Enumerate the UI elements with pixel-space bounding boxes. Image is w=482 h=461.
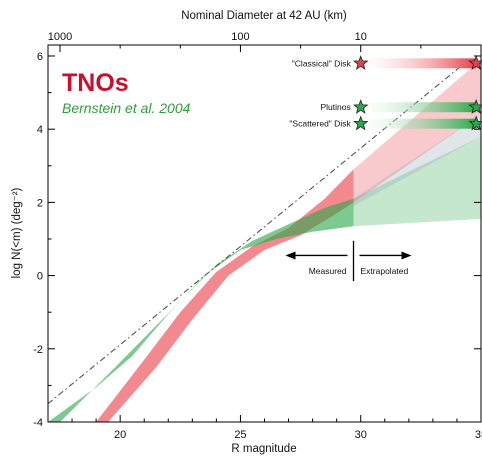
measured-label: Measured	[309, 266, 347, 276]
population-label: "Scattered" Disk	[289, 119, 351, 129]
extrapolated-band-1	[353, 136, 481, 227]
x-tick-label: 25	[234, 429, 246, 441]
reference-line	[48, 59, 470, 405]
population-end-star-icon	[468, 115, 482, 131]
y-tick-label: -2	[33, 344, 43, 356]
population-label: "Classical" Disk	[292, 58, 352, 68]
x-tick-label: 35	[475, 429, 482, 441]
extrapolated-band-2	[353, 114, 481, 206]
bands-layer	[48, 169, 354, 422]
x-tick-label: 30	[355, 429, 367, 441]
y-tick-label: 6	[37, 51, 43, 63]
measured-extrapolated-divider: Measured Extrapolated	[285, 240, 412, 282]
left-arrow-icon	[285, 251, 296, 260]
measured-band-0	[96, 169, 354, 422]
x-axis-label: R magnitude	[231, 443, 296, 455]
population-start-star-icon	[353, 99, 369, 114]
right-arrow-icon	[401, 251, 412, 260]
population-bar-2	[360, 118, 477, 129]
measured-band-1	[48, 198, 354, 422]
population-start-star-icon	[353, 55, 369, 70]
population-bar-0	[360, 58, 477, 69]
x-tick-label: 20	[114, 429, 126, 441]
population-end-star-icon	[468, 55, 482, 70]
chart-subtitle: Bernstein et al. 2004	[62, 100, 191, 116]
reference-line-layer	[48, 59, 470, 405]
extrapolated-label: Extrapolated	[361, 266, 409, 276]
y-tick-label: 2	[37, 197, 43, 209]
population-bar-1	[360, 102, 477, 113]
top-tick-label: 10	[355, 31, 367, 43]
axis-ticks: 20 25 30 35 -4 -2 0 2 4 6 1000 100 10	[33, 31, 482, 441]
y-tick-label: 0	[37, 271, 43, 283]
top-axis-label: Nominal Diameter at 42 AU (km)	[181, 10, 347, 22]
population-end-star-icon	[468, 99, 482, 114]
y-axis-label: log N(<m) (deg⁻²)	[11, 187, 23, 278]
population-start-star-icon	[353, 115, 369, 131]
top-tick-label: 1000	[48, 31, 72, 43]
y-tick-label: 4	[37, 124, 43, 136]
extrapolated-band-0	[353, 59, 481, 203]
population-label: Plutinos	[320, 102, 350, 112]
extrapolated-region	[353, 59, 481, 227]
chart-title: TNOs	[62, 69, 129, 97]
y-tick-label: -4	[33, 417, 43, 429]
top-tick-label: 100	[231, 31, 249, 43]
population-legend: "Classical" Disk Plutinos "Scattered" Disk	[289, 55, 482, 131]
